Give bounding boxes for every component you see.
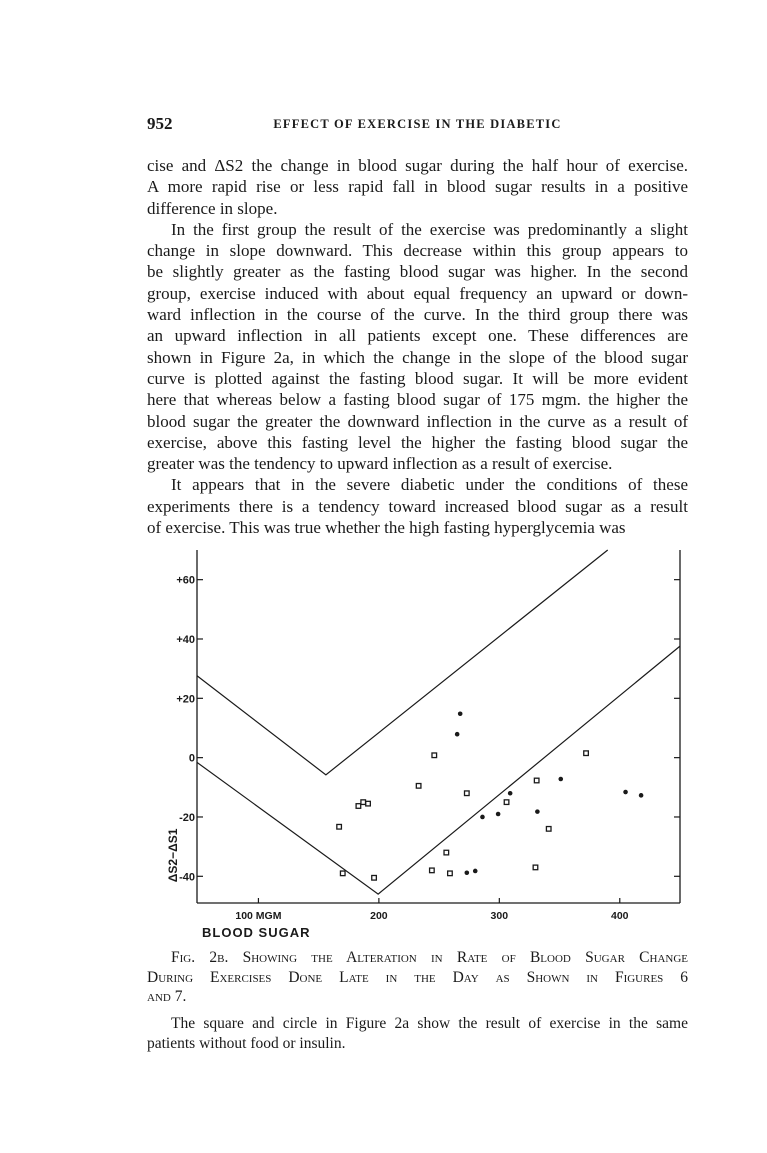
text-line: cise and ΔS2 the change in blood sugar d… bbox=[147, 156, 688, 175]
y-tick-label: +20 bbox=[176, 693, 195, 705]
square-point bbox=[446, 870, 453, 877]
x-tick-label: 100 MGM bbox=[235, 910, 281, 922]
square-point bbox=[428, 867, 435, 874]
paragraph: cise and ΔS2 the change in blood sugar d… bbox=[147, 155, 688, 219]
page-number: 952 bbox=[147, 114, 173, 133]
figure-caption: Fig. 2b. Showing the Alteration in Rate … bbox=[147, 948, 688, 1007]
circle-point bbox=[480, 814, 485, 820]
square-point bbox=[371, 874, 378, 881]
y-tick-label: 0 bbox=[189, 753, 195, 765]
text-line: patients without food or insulin. bbox=[147, 1034, 346, 1052]
x-tick-label: 400 bbox=[611, 910, 629, 922]
y-tick-label: +60 bbox=[176, 575, 195, 587]
running-title: EFFECT OF EXERCISE IN THE DIABETIC bbox=[273, 117, 562, 131]
circle-point bbox=[507, 790, 513, 796]
square-point bbox=[463, 790, 470, 797]
y-tick-label: -40 bbox=[179, 871, 195, 883]
square-point bbox=[336, 823, 343, 830]
circle-point bbox=[558, 776, 564, 782]
y-axis-label: ΔS2−ΔS1 bbox=[166, 828, 180, 882]
square-point bbox=[360, 799, 367, 806]
text-line: curve is plotted against the fasting blo… bbox=[147, 368, 688, 388]
text-line: Fig. 2b. Showing the Alteration in Rate … bbox=[171, 949, 688, 966]
text-line: A more rapid rise or less rapid fall in … bbox=[147, 177, 688, 197]
x-axis-label: BLOOD SUGAR bbox=[202, 925, 311, 940]
circle-point bbox=[464, 870, 470, 876]
paragraph: It appears that in the severe diabetic u… bbox=[147, 474, 688, 538]
square-point bbox=[355, 803, 362, 809]
circle-point bbox=[457, 711, 463, 717]
circle-point bbox=[623, 789, 628, 795]
page-header: 952 EFFECT OF EXERCISE IN THE DIABETIC bbox=[147, 114, 688, 136]
x-tick-label: 300 bbox=[491, 910, 509, 922]
text-line: of exercise. This was true whether the h… bbox=[147, 518, 626, 538]
text-line: It appears that in the severe diabetic u… bbox=[171, 475, 688, 495]
square-point bbox=[532, 864, 539, 871]
square-point bbox=[431, 752, 438, 759]
square-point bbox=[365, 800, 371, 807]
circle-point bbox=[472, 868, 478, 874]
figure-note: The square and circle in Figure 2a show … bbox=[147, 1014, 688, 1053]
y-tick-label: -20 bbox=[179, 812, 195, 824]
square-point bbox=[583, 750, 589, 757]
text-line: here that whereas below a fasting blood … bbox=[147, 390, 688, 410]
text-line: The square and circle in Figure 2a show … bbox=[171, 1015, 688, 1032]
paragraph: In the first group the result of the exe… bbox=[147, 219, 688, 475]
text-line: blood sugar the greater the downward inf… bbox=[147, 411, 688, 431]
text-line: In the first group the result of the exe… bbox=[171, 219, 688, 239]
y-tick-label: +40 bbox=[176, 634, 195, 646]
square-point bbox=[545, 825, 552, 832]
text-line: During Exercises Done Late in the Day as… bbox=[147, 968, 688, 986]
circle-point bbox=[495, 811, 501, 817]
scatter-chart: +60 +40 +20 0 -20 -40 100 MGM 200 300 400 BLOOD SU… bbox=[166, 549, 681, 940]
body-text: cise and ΔS2 the change in blood sugar d… bbox=[147, 155, 688, 538]
square-point bbox=[443, 849, 450, 856]
text-line: difference in slope. bbox=[147, 198, 278, 218]
text-line: change in slope downward. This decrease … bbox=[147, 241, 688, 261]
square-point bbox=[339, 870, 346, 877]
text-line: exercise, above this fasting level the h… bbox=[147, 432, 688, 452]
square-point bbox=[533, 777, 540, 784]
circle-point bbox=[638, 793, 644, 798]
text-line: shown in Figure 2a, in which the change … bbox=[147, 347, 688, 367]
text-line: experiments there is a tendency toward i… bbox=[147, 496, 688, 516]
circle-point bbox=[535, 809, 540, 814]
boundary-line bbox=[196, 549, 609, 776]
text-line: and 7. bbox=[147, 988, 187, 1005]
text-line: greater was the tendency to upward infle… bbox=[147, 454, 613, 474]
text-line: an upward inflection in all patients exc… bbox=[147, 326, 688, 346]
x-tick-label: 200 bbox=[370, 910, 388, 922]
square-point bbox=[415, 782, 422, 789]
boundary-line bbox=[196, 645, 681, 895]
square-point bbox=[503, 799, 510, 806]
text-line: ward inflection in the course of the cur… bbox=[147, 305, 688, 325]
text-line: group, exercise induced with about equal… bbox=[147, 283, 688, 303]
text-line: be slightly greater as the fasting blood… bbox=[147, 262, 688, 282]
circle-point bbox=[454, 731, 460, 737]
